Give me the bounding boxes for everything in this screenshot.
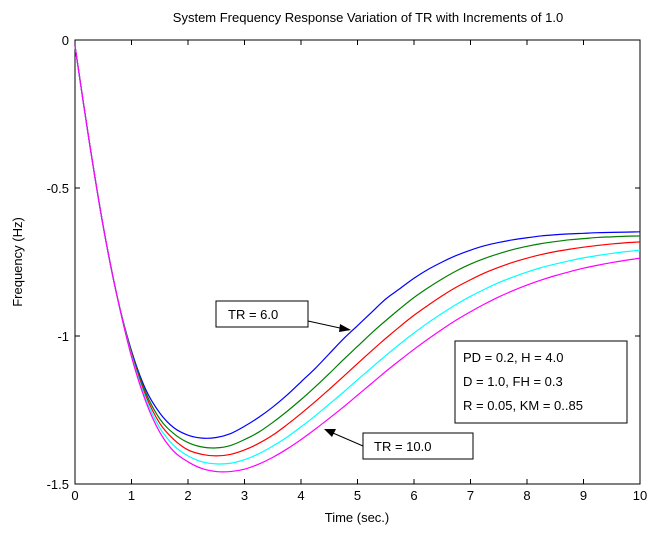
- series-line-4: [74, 45, 641, 465]
- series-line-2: [74, 45, 641, 449]
- x-tick-label: 9: [580, 488, 587, 503]
- x-axis-label: Time (sec.): [325, 510, 390, 525]
- parameters-line-3: R = 0.05, KM = 0..85: [463, 398, 583, 413]
- x-tick-label: 5: [354, 488, 361, 503]
- series-line-1: [74, 45, 641, 439]
- series-layer: [74, 45, 641, 473]
- x-tick-label: 10: [633, 488, 647, 503]
- parameters-line-1: PD = 0.2, H = 4.0: [463, 350, 563, 365]
- parameters-line-2: D = 1.0, FH = 0.3: [463, 374, 563, 389]
- y-axis-label: Frequency (Hz): [10, 217, 25, 307]
- y-tick-label: -0.5: [47, 181, 69, 196]
- chart-title: System Frequency Response Variation of T…: [173, 10, 563, 25]
- series-line-5: [74, 45, 641, 473]
- x-tick-label: 2: [184, 488, 191, 503]
- y-tick-label: 0: [62, 33, 69, 48]
- x-tick-label: 3: [241, 488, 248, 503]
- parameters-box: PD = 0.2, H = 4.0 D = 1.0, FH = 0.3 R = …: [454, 340, 628, 424]
- annotation-tr6-arrowhead: [339, 324, 351, 332]
- x-tick-label: 7: [467, 488, 474, 503]
- parameters-box-frame: [454, 340, 628, 424]
- annotation-tr6-box: [215, 300, 309, 328]
- axis-ticks: 0 1 2 3 4 5 6 7 8 9 10 0 -0.5 -1 -1.5: [47, 33, 648, 503]
- annotation-tr10: TR = 10.0: [324, 429, 474, 460]
- x-tick-label: 0: [71, 488, 78, 503]
- x-tick-label: 1: [128, 488, 135, 503]
- x-tick-label: 4: [297, 488, 304, 503]
- annotation-tr10-box: [362, 432, 474, 460]
- x-tick-label: 8: [523, 488, 530, 503]
- annotation-tr6-label: TR = 6.0: [228, 307, 278, 322]
- annotation-tr6: TR = 6.0: [215, 300, 351, 332]
- annotation-tr10-label: TR = 10.0: [374, 439, 431, 454]
- series-line-3: [74, 45, 641, 457]
- annotation-tr10-arrowhead: [324, 429, 336, 437]
- x-tick-label: 6: [410, 488, 417, 503]
- y-tick-label: -1: [57, 329, 69, 344]
- y-tick-label: -1.5: [47, 477, 69, 492]
